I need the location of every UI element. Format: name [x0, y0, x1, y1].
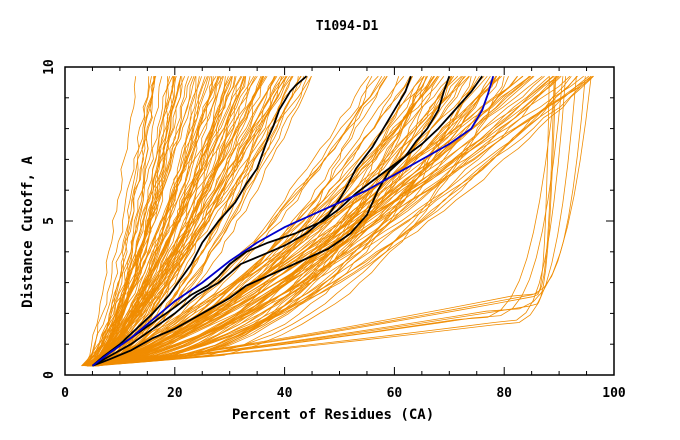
model-curve	[89, 75, 545, 367]
model-curve	[87, 75, 578, 367]
model-curve	[82, 76, 202, 367]
model-curve	[96, 75, 370, 367]
model-curve	[96, 75, 287, 367]
model-curve	[93, 75, 524, 367]
x-tick-label: 100	[602, 386, 626, 401]
model-curve	[95, 76, 428, 367]
model-curve	[91, 75, 232, 367]
model-curve	[90, 75, 480, 367]
model-curve	[89, 75, 554, 367]
model-curve	[92, 76, 237, 367]
model-curve	[91, 75, 453, 367]
model-curve	[94, 75, 590, 367]
model-curve	[94, 76, 425, 367]
model-curve	[91, 76, 400, 367]
highlighted-curves	[91, 75, 495, 367]
model-curve	[91, 76, 200, 367]
model-curve	[97, 75, 550, 367]
y-tick-label: 5	[42, 217, 57, 225]
y-tick-label: 10	[42, 59, 57, 75]
model-curve	[86, 76, 577, 367]
model-curve	[87, 75, 386, 367]
model-curve	[86, 76, 586, 367]
model-curve	[90, 75, 572, 367]
model-curve	[86, 76, 556, 367]
model-curve	[90, 76, 251, 367]
highlight-black-1-line	[91, 75, 308, 367]
model-curve	[98, 75, 578, 367]
model-curve	[86, 76, 182, 367]
model-curve	[96, 76, 505, 367]
axis-ticks: 0 20 40 60 80 100 0 5 10	[42, 59, 626, 401]
model-curve	[91, 76, 427, 367]
model-curve	[92, 75, 523, 367]
highlight-black-2-line	[92, 75, 412, 367]
x-tick-label: 20	[167, 386, 183, 401]
model-curve	[97, 76, 433, 367]
model-curve	[90, 75, 388, 367]
model-curve	[98, 76, 308, 367]
model-curve	[86, 76, 566, 367]
model-curve	[86, 76, 592, 367]
highlight-blue-line	[91, 75, 495, 367]
model-curve	[96, 75, 558, 367]
model-curve	[81, 76, 193, 367]
model-curve	[94, 76, 477, 367]
model-curve	[88, 76, 157, 367]
model-curve	[94, 75, 255, 367]
model-curve	[89, 75, 594, 367]
model-curve	[86, 76, 453, 367]
model-curve	[92, 76, 233, 367]
model-curve	[94, 75, 594, 367]
model-curve	[88, 75, 519, 367]
model-curve	[94, 75, 535, 367]
model-curve	[92, 76, 275, 367]
x-tick-label: 80	[496, 386, 512, 401]
model-curve	[89, 75, 485, 367]
highlight-black-3-line	[92, 75, 451, 367]
model-curve	[87, 76, 276, 367]
model-curve	[86, 76, 555, 367]
model-curve	[92, 75, 594, 367]
x-axis-label: Percent of Residues (CA)	[232, 407, 434, 423]
model-curve	[91, 75, 571, 367]
model-curve	[91, 76, 236, 367]
model-curve	[95, 76, 509, 367]
model-curve	[91, 76, 472, 367]
x-tick-label: 40	[277, 386, 293, 401]
model-curve	[92, 75, 379, 367]
highlight-black-4-line	[91, 75, 483, 367]
model-curve	[90, 76, 155, 367]
x-tick-label: 60	[387, 386, 403, 401]
model-curve	[92, 76, 174, 367]
chart-title: T1094-D1	[316, 19, 379, 34]
model-curve	[90, 76, 312, 367]
model-curve	[87, 75, 532, 367]
y-tick-label: 0	[42, 371, 57, 379]
model-curve	[86, 76, 550, 367]
model-curve	[90, 76, 264, 367]
model-curve	[96, 75, 555, 367]
y-axis-label: Distance Cutoff, A	[20, 156, 36, 308]
model-curve	[89, 76, 175, 367]
model-curve	[90, 76, 265, 367]
model-curve	[81, 75, 217, 367]
model-curve	[91, 75, 559, 367]
model-curve	[83, 76, 137, 366]
model-curve	[87, 76, 152, 366]
model-curve	[92, 76, 247, 367]
model-curve	[86, 76, 557, 367]
model-curve	[85, 76, 220, 367]
x-tick-label: 0	[61, 386, 69, 401]
model-curve	[85, 75, 592, 367]
